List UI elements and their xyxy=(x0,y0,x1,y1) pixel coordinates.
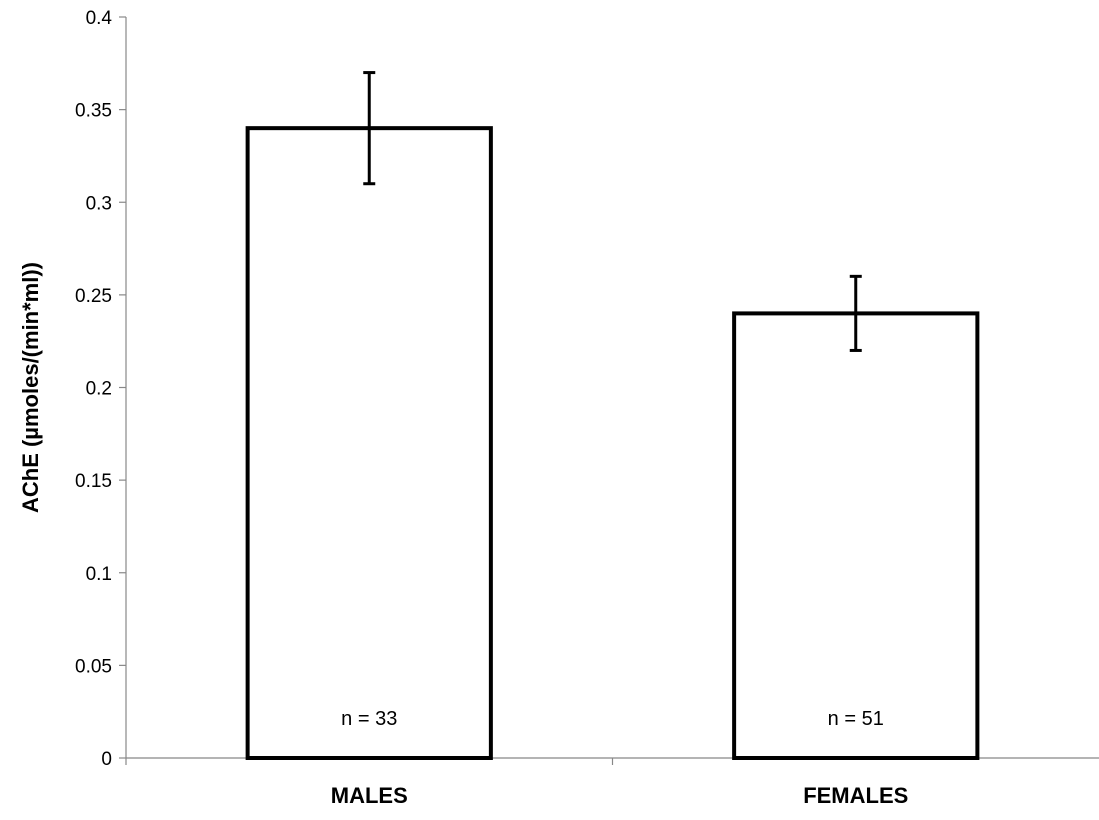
y-tick-label: 0 xyxy=(101,749,112,770)
error-bar-males xyxy=(363,71,376,186)
y-tick-label: 0.35 xyxy=(75,101,112,122)
bars xyxy=(245,126,980,760)
category-label: MALES xyxy=(331,783,408,808)
bar-females xyxy=(732,311,980,760)
category-labels: MALES FEMALES xyxy=(331,783,909,808)
error-bar-females xyxy=(849,274,862,352)
error-bars xyxy=(363,71,862,352)
bar-annotations: n = 33 n = 51 xyxy=(341,708,884,730)
y-axis-label: AChE (µmoles/(min*ml)) xyxy=(18,262,43,513)
y-tick-label: 0.1 xyxy=(86,564,112,585)
y-tick-label: 0.2 xyxy=(86,379,112,400)
y-tick-label: 0.25 xyxy=(75,286,112,307)
y-tick-label: 0.15 xyxy=(75,471,112,492)
y-tick-label: 0.3 xyxy=(86,193,112,214)
y-tick-label: 0.05 xyxy=(75,656,112,677)
category-label: FEMALES xyxy=(803,783,908,808)
y-tick-label: 0.4 xyxy=(86,8,113,29)
sample-size-label: n = 33 xyxy=(341,708,397,730)
x-ticks xyxy=(125,758,614,765)
sample-size-label: n = 51 xyxy=(828,708,884,730)
y-ticks: 0 0.05 0.1 0.15 0.2 0.25 0.3 0.35 0.4 xyxy=(75,8,126,770)
bar-males xyxy=(245,126,493,760)
